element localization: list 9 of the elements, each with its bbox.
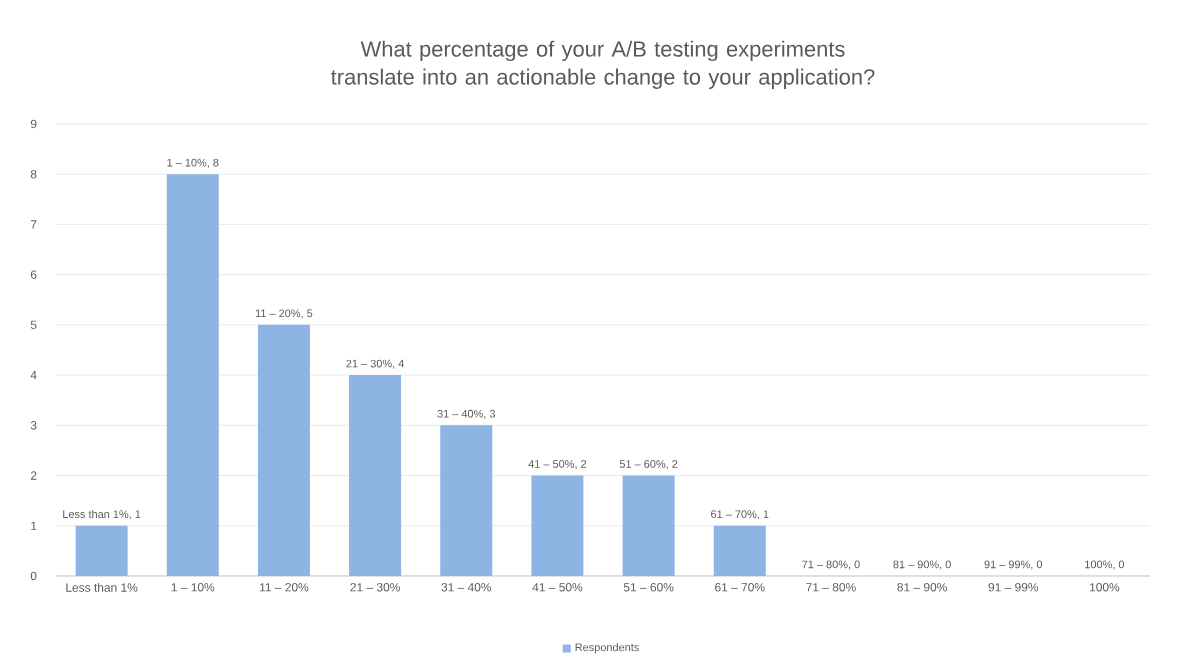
bar bbox=[349, 375, 402, 576]
bar bbox=[257, 324, 310, 576]
chart-title: What percentage of your A/B testing experiments translate into an actionable change to your application? bbox=[331, 40, 875, 89]
bar bbox=[440, 425, 493, 576]
bar bbox=[622, 475, 675, 576]
bar bbox=[166, 174, 219, 576]
bar bbox=[713, 525, 766, 576]
bar bbox=[75, 525, 128, 576]
bar bbox=[531, 475, 584, 576]
